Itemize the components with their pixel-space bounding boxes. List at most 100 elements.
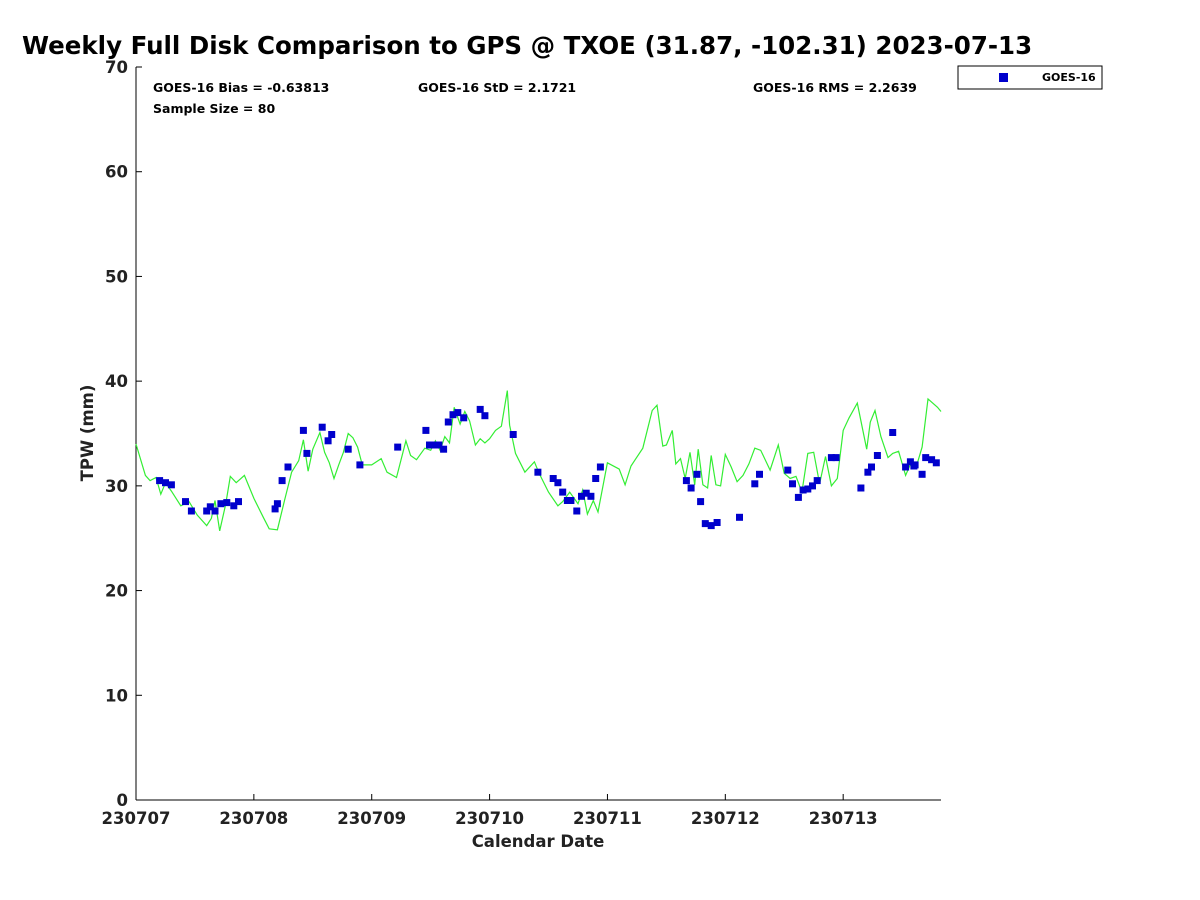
x-axis-label: Calendar Date — [472, 832, 605, 851]
goes-16-point — [693, 470, 701, 478]
chart-title: Weekly Full Disk Comparison to GPS @ TXO… — [22, 31, 1032, 60]
y-tick-label: 50 — [105, 267, 128, 286]
goes-16-point — [906, 458, 914, 466]
goes-16-point — [902, 463, 910, 471]
goes-16-point — [324, 437, 332, 445]
goes-16-marker-layer — [156, 405, 940, 530]
y-tick-label: 20 — [105, 582, 128, 601]
goes-16-point — [751, 480, 759, 488]
sample-size-stat: Sample Size = 80 — [153, 101, 275, 116]
y-tick-label: 10 — [105, 686, 128, 705]
goes-16-point — [554, 479, 562, 487]
goes-16-point — [303, 449, 311, 457]
x-tick-label: 230708 — [219, 809, 288, 828]
goes-16-point — [578, 492, 585, 500]
goes-16-point — [784, 466, 792, 474]
y-tick-label: 60 — [105, 163, 128, 182]
goes-16-point — [889, 429, 897, 436]
y-tick-label: 40 — [105, 372, 128, 391]
goes-16-point — [182, 498, 189, 506]
goes-16-point — [789, 480, 796, 488]
goes-16-point — [481, 412, 489, 420]
goes-16-point — [573, 507, 581, 515]
goes-16-point — [444, 418, 452, 426]
y-tick-label: 30 — [105, 477, 128, 496]
goes-16-point — [187, 507, 195, 515]
goes-16-point — [271, 505, 279, 513]
goes-16-point — [394, 443, 402, 451]
goes-16-point — [284, 463, 292, 471]
goes-16-point — [864, 468, 872, 476]
goes-16-point — [756, 470, 763, 478]
goes-16-point — [587, 492, 595, 500]
goes-16-point — [162, 479, 169, 487]
goes-16-point — [440, 445, 448, 453]
goes-16-point — [928, 456, 936, 464]
x-tick-label: 230707 — [102, 809, 171, 828]
legend-label-goes-16: GOES-16 — [1042, 71, 1096, 84]
goes-16-point — [328, 431, 336, 438]
goes-16-point — [460, 414, 468, 422]
goes-16-point — [223, 499, 231, 507]
y-tick-label: 0 — [117, 791, 128, 810]
legend: GOES-16 — [957, 65, 1103, 90]
goes-16-point — [426, 441, 433, 449]
goes-16-point — [534, 468, 542, 476]
legend-marker-goes-16 — [999, 73, 1008, 82]
goes-16-point — [278, 477, 286, 485]
goes-16-point — [203, 507, 211, 515]
goes-16-point — [435, 441, 443, 449]
goes-16-point — [156, 477, 164, 485]
goes-16-point — [430, 441, 438, 449]
x-tick-label: 230709 — [337, 809, 406, 828]
goes-16-point — [206, 503, 214, 511]
goes-16-point — [911, 461, 919, 469]
goes-16-point — [344, 445, 352, 453]
goes-16-point — [701, 520, 709, 528]
goes-16-point — [707, 522, 715, 530]
x-tick-label: 230713 — [809, 809, 878, 828]
gps-tpw-line — [135, 390, 942, 532]
goes-16-point — [509, 431, 517, 438]
goes-16-point — [873, 452, 881, 459]
goes-16-point — [217, 500, 225, 508]
goes-16-point — [582, 489, 590, 497]
goes-16-point — [697, 498, 705, 506]
goes-16-point — [449, 411, 457, 419]
goes-16-point — [549, 475, 557, 482]
goes-16-point — [596, 463, 604, 471]
goes-16-point — [299, 426, 307, 434]
goes-16-point — [922, 454, 930, 462]
goes-16-point — [273, 500, 281, 508]
std-stat: GOES-16 StD = 2.1721 — [418, 80, 576, 95]
goes-16-point — [230, 502, 238, 510]
y-axis-ticks: 0 10 20 30 40 50 60 70 — [105, 58, 142, 810]
goes-16-point — [813, 477, 821, 485]
goes-16-point — [794, 493, 802, 501]
goes-16-point — [868, 463, 875, 471]
legend-box — [957, 65, 1103, 90]
goes-16-point — [736, 513, 743, 521]
goes-16-point — [804, 485, 812, 493]
goes-16-point — [857, 484, 865, 492]
x-axis-ticks: 230707 230708 230709 230710 230711 230712 2307… — [102, 794, 878, 828]
goes-16-point — [211, 507, 219, 515]
rms-stat: GOES-16 RMS = 2.2639 — [753, 80, 917, 95]
bias-stat: GOES-16 Bias = -0.63813 — [153, 80, 329, 95]
goes-16-point — [476, 405, 484, 413]
goes-16-point — [167, 481, 175, 489]
goes-16-point — [809, 482, 816, 490]
goes-16-point — [687, 484, 695, 492]
goes-16-point — [932, 459, 940, 467]
goes-16-point — [713, 519, 721, 526]
y-axis-label: TPW (mm) — [78, 385, 97, 482]
goes-16-point — [799, 486, 807, 494]
goes-16-point — [827, 454, 835, 462]
goes-16-point — [454, 409, 462, 417]
x-tick-label: 230710 — [455, 809, 524, 828]
goes-16-point — [559, 488, 567, 496]
x-tick-label: 230711 — [573, 809, 642, 828]
x-tick-label: 230712 — [691, 809, 760, 828]
goes-16-point — [356, 461, 364, 469]
